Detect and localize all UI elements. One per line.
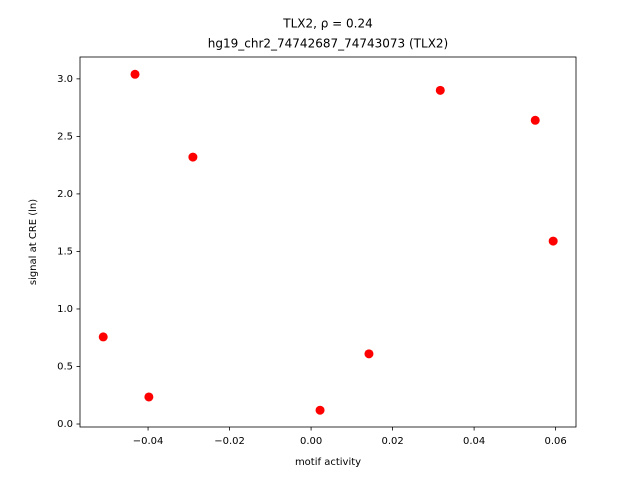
point <box>315 405 325 415</box>
x-axis-label: motif activity <box>295 457 361 468</box>
x-tick-label: 0.00 <box>300 436 322 447</box>
x-tick-label: 0.06 <box>544 436 566 447</box>
y-tick-label: 2.0 <box>57 189 73 200</box>
y-tick-label: 1.0 <box>57 304 73 315</box>
x-tick-label: 0.04 <box>463 436 485 447</box>
point <box>435 85 445 95</box>
x-tick-label: −0.02 <box>214 436 245 447</box>
x-tick-label: −0.04 <box>133 436 164 447</box>
y-tick-label: 3.0 <box>57 74 73 85</box>
point <box>98 332 108 342</box>
y-tick-label: 2.5 <box>57 131 73 142</box>
x-tick-label: 0.02 <box>381 436 403 447</box>
chart-subtitle: hg19_chr2_74742687_74743073 (TLX2) <box>208 37 448 51</box>
point <box>144 392 154 402</box>
point <box>530 115 540 125</box>
point <box>130 69 140 79</box>
y-tick-label: 1.5 <box>57 246 73 257</box>
y-tick-label: 0.0 <box>57 419 73 430</box>
y-tick-label: 0.5 <box>57 361 73 372</box>
y-axis-label: signal at CRE (ln) <box>28 199 39 285</box>
point <box>364 349 374 359</box>
chart-title: TLX2, ρ = 0.24 <box>282 17 373 31</box>
point <box>188 152 198 162</box>
point <box>548 236 558 246</box>
plot-frame <box>79 56 577 428</box>
